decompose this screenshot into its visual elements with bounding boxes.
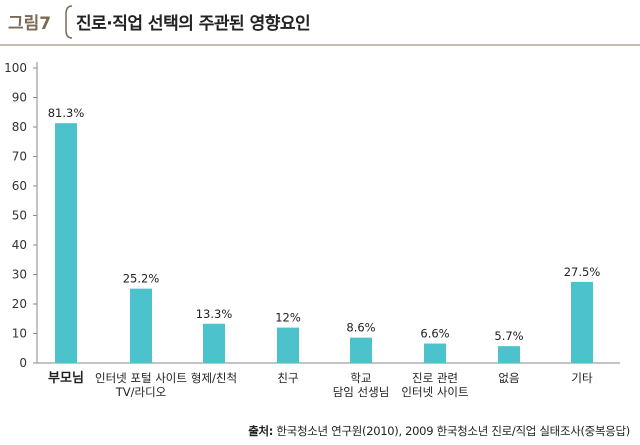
x-category-label: 인터넷 포털 사이트	[95, 371, 187, 385]
bar-value-label: 25.2%	[123, 272, 160, 286]
bar	[55, 123, 77, 363]
bar	[277, 327, 299, 363]
x-category-label: 진로 관련	[412, 371, 458, 385]
x-category-label: 형제/친척	[191, 371, 237, 385]
x-category-label: 학교	[350, 371, 371, 385]
bar	[130, 288, 152, 363]
x-category-label: 인터넷 사이트	[401, 385, 468, 399]
y-tick-label: 70	[12, 150, 27, 164]
source-note: 출처: 한국청소년 연구원(2010), 2009 한국청소년 진로/직업 실태…	[248, 423, 630, 439]
figure-title: 진로·직업 선택의 주관된 영향요인	[76, 14, 311, 34]
bar-value-label: 6.6%	[420, 327, 449, 341]
bar-value-label: 13.3%	[196, 307, 233, 321]
figure-header: 그림7 진로·직업 선택의 주관된 영향요인	[0, 0, 640, 44]
y-tick-label: 0	[19, 356, 27, 370]
y-tick-label: 30	[12, 268, 27, 282]
y-tick-label: 80	[12, 120, 27, 134]
bar-value-label: 27.5%	[564, 265, 601, 279]
x-category-label: 기타	[571, 371, 593, 385]
y-tick-label: 90	[12, 91, 27, 105]
x-category-label: 친구	[277, 371, 298, 385]
bar-value-label: 5.7%	[494, 329, 523, 343]
bar	[498, 346, 520, 363]
x-category-label: 부모님	[48, 370, 84, 386]
divider-bracket-icon	[65, 5, 73, 39]
bar-value-label: 81.3%	[48, 106, 85, 120]
source-text: 한국청소년 연구원(2010), 2009 한국청소년 진로/직업 실태조사(중…	[276, 424, 630, 438]
header-rule	[0, 44, 640, 46]
x-category-label: 없음	[498, 371, 519, 385]
source-prefix: 출처:	[248, 424, 274, 438]
bar-value-label: 8.6%	[346, 321, 375, 335]
bar	[424, 343, 446, 363]
bar	[350, 337, 372, 363]
x-category-label: TV/라디오	[115, 385, 167, 399]
bar-chart: 0 10 20 30 40 50 60 70 80 90 100 81.3% 부모님 25.2% 인터넷 포…	[4, 61, 620, 399]
y-tick-label: 40	[12, 238, 27, 252]
y-tick-label: 50	[12, 209, 27, 223]
y-tick-label: 10	[12, 327, 27, 341]
y-tick-label: 100	[4, 61, 27, 75]
y-tick-label: 60	[12, 179, 27, 193]
figure-label: 그림7	[8, 14, 52, 34]
x-category-label: 담임 선생님	[333, 385, 390, 399]
y-tick-label: 20	[12, 297, 27, 311]
bar-value-label: 12%	[275, 311, 301, 325]
bar	[203, 323, 225, 363]
bar	[571, 281, 593, 363]
